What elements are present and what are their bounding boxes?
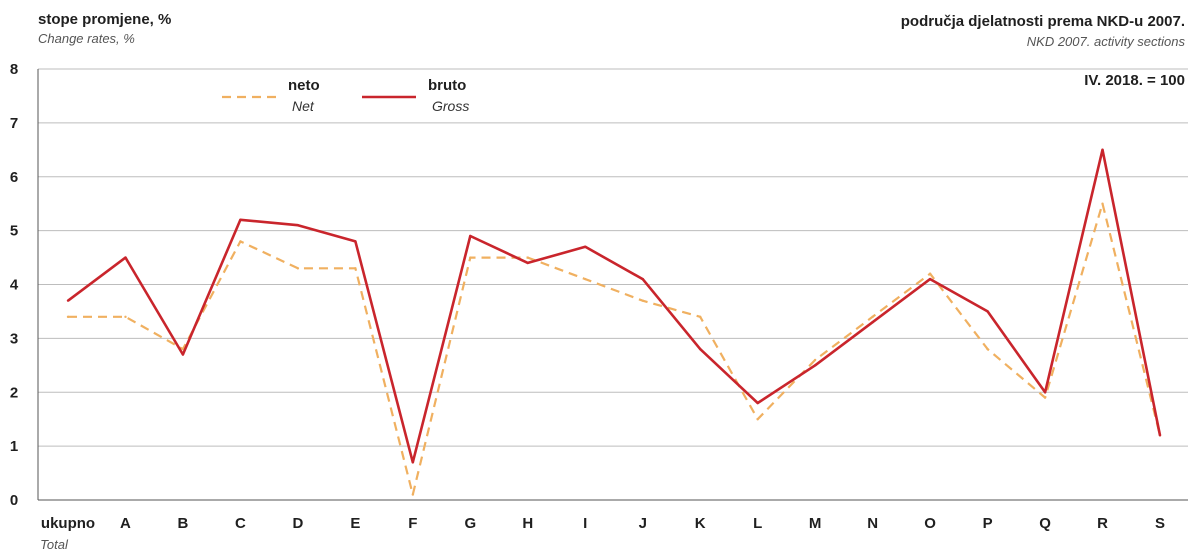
data-point-bruto xyxy=(411,461,415,464)
y-tick-label: 7 xyxy=(10,115,18,132)
data-point-neto xyxy=(1101,202,1104,205)
x-tick-label: K xyxy=(695,515,706,532)
legend-sublabel-bruto: Gross xyxy=(432,98,469,114)
x-tick-label: F xyxy=(408,515,417,532)
x-tick-label: J xyxy=(639,515,647,532)
data-point-neto xyxy=(986,347,989,351)
data-point-neto xyxy=(584,277,587,281)
y-tick-label: 5 xyxy=(10,223,18,240)
series-line-neto xyxy=(68,202,1162,496)
x-tick-label: B xyxy=(178,515,189,532)
x-tick-label: I xyxy=(583,515,587,532)
data-point-bruto xyxy=(354,240,357,243)
x-tick-sublabel: Total xyxy=(40,537,69,552)
data-point-neto xyxy=(1043,396,1047,399)
data-point-neto xyxy=(124,315,127,319)
data-point-neto xyxy=(296,267,300,270)
data-point-neto xyxy=(526,256,529,259)
data-point-bruto xyxy=(124,256,127,259)
data-point-bruto xyxy=(813,364,817,367)
data-point-bruto xyxy=(871,321,874,324)
data-point-neto xyxy=(871,315,874,319)
x-tick-label: S xyxy=(1155,515,1165,532)
data-point-bruto xyxy=(66,299,70,302)
chart-title: područja djelatnosti prema NKD-u 2007. xyxy=(900,13,1185,30)
y-tick-label: 2 xyxy=(10,384,18,401)
data-point-neto xyxy=(641,299,644,302)
data-point-bruto xyxy=(239,218,242,222)
data-point-neto xyxy=(699,315,702,319)
chart-subtitle: NKD 2007. activity sections xyxy=(1026,34,1185,49)
x-tick-label: E xyxy=(350,515,360,532)
data-point-neto xyxy=(469,256,472,259)
data-point-bruto xyxy=(1158,434,1162,437)
x-tick-label: N xyxy=(867,515,878,532)
gridlines xyxy=(37,68,1188,501)
y-tick-label: 3 xyxy=(10,330,18,347)
base-note: IV. 2018. = 100 xyxy=(1084,72,1185,89)
legend: neto Net bruto Gross xyxy=(222,77,469,114)
x-axis-ticks: ukupno Total A B C D E F G H I J K L M N O P Q R S xyxy=(40,515,1165,552)
series-lines xyxy=(66,148,1162,496)
data-point-neto xyxy=(239,240,242,243)
x-tick-label: A xyxy=(120,515,131,532)
x-tick-label: M xyxy=(809,515,822,532)
y-tick-label: 8 xyxy=(10,61,18,78)
y-axis-subtitle: Change rates, % xyxy=(38,31,135,46)
y-tick-label: 1 xyxy=(10,438,18,455)
data-point-bruto xyxy=(181,353,185,356)
y-tick-label: 0 xyxy=(10,492,18,509)
data-point-bruto xyxy=(526,261,529,265)
data-point-bruto xyxy=(584,245,587,248)
x-tick-label: L xyxy=(753,515,762,532)
legend-label-neto: neto xyxy=(288,77,320,94)
x-tick-label: G xyxy=(464,515,476,532)
data-point-bruto xyxy=(641,277,644,281)
x-tick-label: P xyxy=(983,515,993,532)
data-point-neto xyxy=(813,358,817,362)
y-tick-label: 6 xyxy=(10,169,18,186)
x-tick-label: ukupno xyxy=(41,515,95,532)
data-point-bruto xyxy=(928,277,932,281)
data-point-neto xyxy=(354,267,357,270)
data-point-bruto xyxy=(756,401,759,405)
legend-label-bruto: bruto xyxy=(428,77,466,94)
data-point-neto xyxy=(66,315,70,319)
y-tick-label: 4 xyxy=(10,277,19,294)
x-tick-label: C xyxy=(235,515,246,532)
x-tick-label: R xyxy=(1097,515,1108,532)
x-tick-label: H xyxy=(522,515,533,532)
legend-sublabel-neto: Net xyxy=(292,98,315,114)
data-point-bruto xyxy=(296,224,300,227)
x-tick-label: O xyxy=(924,515,936,532)
data-point-bruto xyxy=(986,310,989,313)
x-tick-label: D xyxy=(292,515,303,532)
series-line-bruto xyxy=(67,148,1162,464)
data-point-neto xyxy=(411,493,415,496)
data-point-bruto xyxy=(469,234,472,238)
y-axis-ticks: 0 1 2 3 4 5 6 7 8 xyxy=(10,61,19,509)
data-point-neto xyxy=(928,272,932,275)
data-point-bruto xyxy=(1043,391,1047,394)
y-axis-title: stope promjene, % xyxy=(38,11,172,28)
data-point-neto xyxy=(756,417,759,421)
x-tick-label: Q xyxy=(1039,515,1051,532)
data-point-bruto xyxy=(699,347,702,351)
data-point-bruto xyxy=(1101,148,1104,152)
